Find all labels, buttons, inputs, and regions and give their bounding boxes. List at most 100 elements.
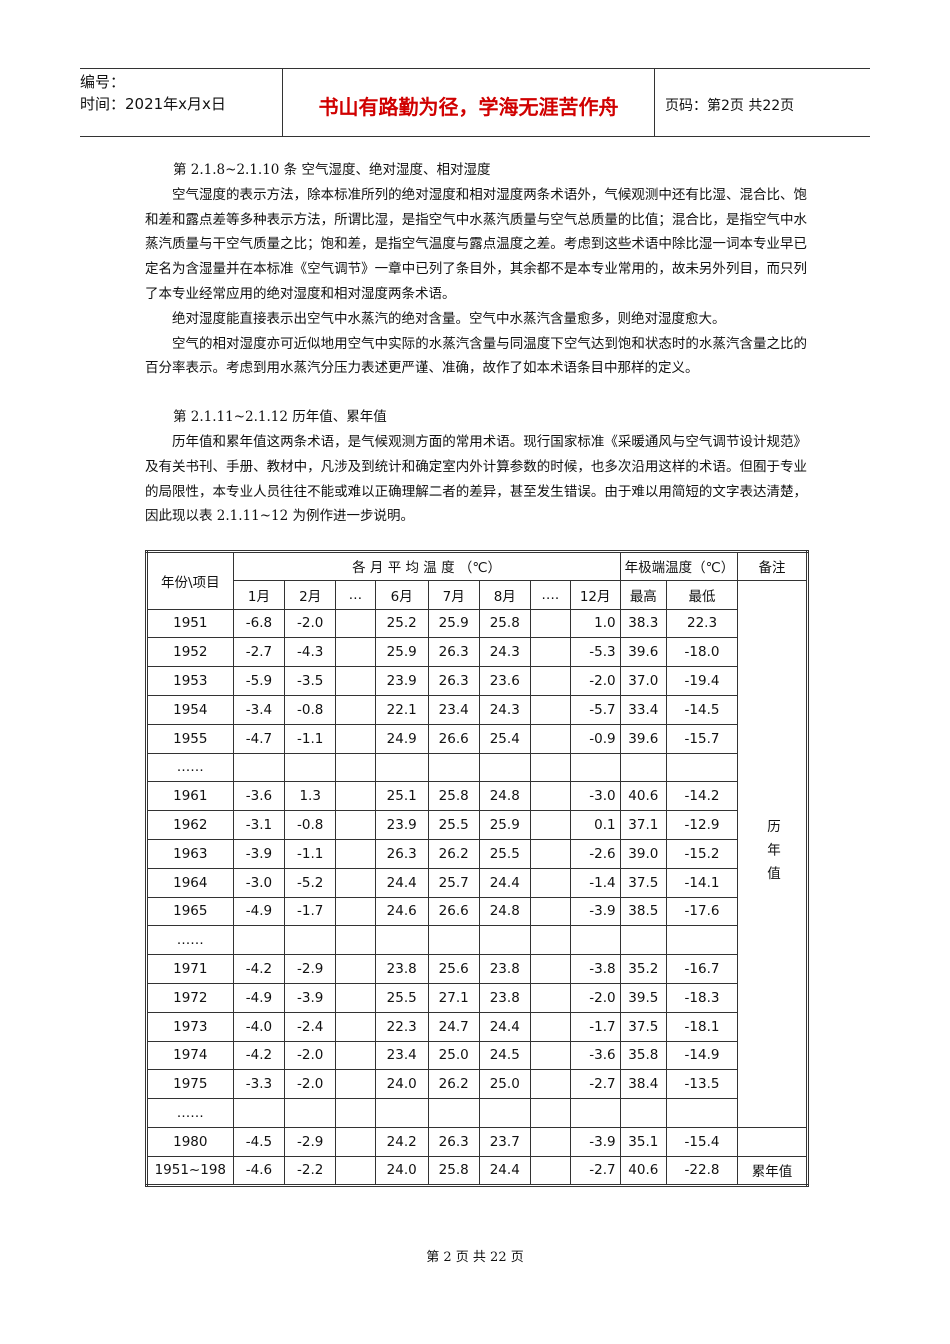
empty-cell (529, 1011, 571, 1042)
empty-cell (335, 867, 376, 898)
value-cell: 23.8 (374, 954, 429, 984)
value-cell: -14.5 (666, 694, 738, 725)
value-cell: 25.5 (374, 982, 429, 1013)
header-motto: 书山有路勤为径，学海无涯苦作舟 (283, 69, 655, 136)
table-row: …… (146, 752, 808, 783)
value-cell: 24.8 (478, 896, 531, 927)
value-cell: -16.7 (666, 954, 738, 984)
value-cell: 25.8 (478, 608, 531, 639)
value-cell: -1.1 (284, 838, 337, 869)
value-cell: -4.3 (284, 637, 337, 668)
year-cell: …… (146, 925, 234, 956)
empty-cell (335, 925, 376, 956)
empty-cell (232, 925, 286, 956)
value-cell: -3.9 (284, 982, 337, 1013)
value-cell: -5.2 (284, 867, 337, 898)
empty-cell (335, 723, 376, 754)
value-cell: -4.0 (232, 1011, 286, 1042)
empty-cell (529, 1040, 571, 1071)
empty-cell (569, 1098, 621, 1128)
value-cell: 1.0 (569, 608, 621, 639)
value-cell: 24.0 (374, 1155, 429, 1186)
value-cell: 24.4 (374, 867, 429, 898)
value-cell: -2.0 (569, 982, 621, 1013)
value-cell: -4.2 (232, 954, 286, 984)
value-cell: 24.7 (427, 1011, 480, 1042)
value-cell: 38.4 (619, 1069, 668, 1100)
header-cell: 2月 (284, 579, 337, 610)
table-row: …… (146, 1098, 808, 1128)
empty-cell (529, 1155, 571, 1186)
value-cell: -3.0 (569, 781, 621, 812)
year-cell: 1952 (146, 637, 234, 668)
year-cell: 1974 (146, 1040, 234, 1071)
value-cell: 26.6 (427, 896, 480, 927)
value-cell: -18.0 (666, 637, 738, 668)
value-cell: 24.3 (478, 637, 531, 668)
year-cell: 1964 (146, 867, 234, 898)
year-cell: 1962 (146, 810, 234, 840)
empty-cell (619, 1098, 668, 1128)
header-date: 时间：2021年x月x日 (80, 95, 226, 113)
empty-cell (529, 608, 571, 639)
table-row: 1962 -3.1 -0.8 23.9 25.5 25.9 0.1 37.1 -12.9 (146, 810, 808, 840)
value-cell: -4.9 (232, 896, 286, 927)
empty-cell (335, 1069, 376, 1100)
table-row: 1975 -3.3 -2.0 24.0 26.2 25.0 -2.7 38.4 -13.5 (146, 1069, 808, 1100)
data-table: 年份\项目各 月 平 均 温 度 （℃） 年极端温度（℃） 备注 1月 2月… 6月 7月 8… (145, 550, 809, 1187)
empty-cell (335, 752, 376, 783)
value-cell: 25.4 (478, 723, 531, 754)
value-cell: -2.2 (284, 1155, 337, 1186)
value-cell: 35.1 (619, 1126, 668, 1157)
header-row: 1月 2月… 6月 7月 8月…. 12月 最高 最低 历年值 (147, 579, 808, 1128)
value-cell: 33.4 (619, 694, 668, 725)
year-cell: …… (146, 1098, 234, 1128)
value-cell: -1.7 (569, 1011, 621, 1042)
value-cell: -3.5 (284, 666, 337, 696)
value-cell: 22.1 (374, 694, 429, 725)
value-cell: 24.5 (478, 1040, 531, 1071)
empty-cell (529, 810, 571, 840)
section-heading: 第 2.1.8~2.1.10 条 空气湿度、绝对湿度、相对湿度 (173, 162, 491, 178)
header-row: 年份\项目各 月 平 均 温 度 （℃） 年极端温度（℃） 备注 (146, 551, 808, 610)
value-cell: -3.9 (569, 896, 621, 927)
value-cell: 40.6 (619, 1155, 668, 1186)
value-cell: -2.9 (284, 954, 337, 984)
value-cell: -18.3 (666, 982, 738, 1013)
value-cell: 24.6 (374, 896, 429, 927)
header-cell: …. (529, 579, 571, 610)
value-cell: 35.8 (619, 1040, 668, 1071)
empty-cell (529, 666, 571, 696)
empty-cell (478, 925, 531, 956)
value-cell: -2.9 (284, 1126, 337, 1157)
value-cell: -3.9 (232, 838, 286, 869)
value-cell: 23.7 (478, 1126, 531, 1157)
empty-cell (232, 1098, 286, 1128)
value-cell: -2.7 (232, 637, 286, 668)
empty-cell (529, 982, 571, 1013)
value-cell: 23.8 (478, 982, 531, 1013)
value-cell: 0.1 (569, 810, 621, 840)
value-cell: 39.5 (619, 982, 668, 1013)
empty-cell (232, 752, 286, 783)
year-cell: 1961 (146, 781, 234, 812)
empty-cell (335, 694, 376, 725)
empty-cell (335, 954, 376, 984)
value-cell: 23.9 (374, 666, 429, 696)
value-cell: 23.8 (478, 954, 531, 984)
empty-cell (619, 925, 668, 956)
value-cell: 25.1 (374, 781, 429, 812)
value-cell: -4.9 (232, 982, 286, 1013)
empty-cell (478, 752, 531, 783)
empty-cell (619, 752, 668, 783)
value-cell: 37.1 (619, 810, 668, 840)
paragraph: 空气的相对湿度亦可近似地用空气中实际的水蒸汽含量与同温度下空气达到饱和状态时的水… (145, 335, 807, 377)
value-cell: 23.6 (478, 666, 531, 696)
year-cell: 1963 (146, 838, 234, 869)
value-cell: -5.9 (232, 666, 286, 696)
value-cell: 25.5 (478, 838, 531, 869)
value-cell: 24.4 (478, 1011, 531, 1042)
value-cell: -4.7 (232, 723, 286, 754)
value-cell: 25.7 (427, 867, 480, 898)
empty-cell (529, 723, 571, 754)
